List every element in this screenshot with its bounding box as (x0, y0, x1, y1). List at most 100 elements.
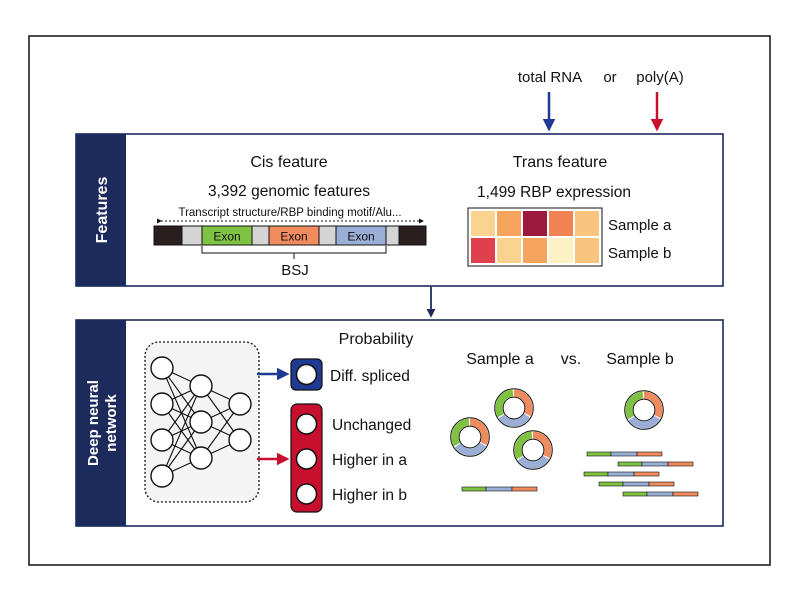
circ-rna-segment (625, 391, 644, 420)
nn-node (228, 392, 252, 416)
features-panel: Features Cis feature 3,392 genomic featu… (75, 133, 724, 287)
heatmap-cell (497, 238, 521, 263)
read-segment (610, 451, 638, 457)
nn-node (189, 446, 213, 470)
circ-rna-segment (454, 442, 487, 456)
heatmap-cell (471, 238, 495, 263)
dnn-side-label-line1: Deep neural (85, 380, 102, 466)
circ-rna-segment (643, 391, 663, 419)
read-segment (672, 491, 699, 497)
circ-rna-outline (513, 430, 553, 470)
nn-node (150, 464, 174, 488)
exon-1 (201, 225, 253, 246)
neural-network (150, 356, 252, 488)
output-label-higher-b: Higher in b (332, 487, 407, 504)
heatmap-cell (575, 238, 599, 263)
heatmap-cell (549, 238, 573, 263)
trans-feature-count: 1,499 RBP expression (477, 184, 631, 201)
read-segment (598, 481, 624, 487)
read-segment (648, 481, 675, 487)
polya-label: poly(A) (636, 69, 684, 86)
circ-rna-inner (632, 398, 656, 422)
dnn-side-label-line2: network (103, 394, 120, 452)
circ-rna-outline (494, 388, 534, 428)
circ-rna-outline (450, 417, 490, 457)
circular-rna-glyphs (450, 388, 664, 470)
heatmap-cell (523, 238, 547, 263)
output-node-unchanged (295, 413, 318, 435)
bsj-label: BSJ (281, 262, 309, 279)
output-node-higher-b (295, 483, 318, 505)
heatmap-cell (471, 211, 495, 236)
or-label: or (603, 69, 616, 86)
probability-label: Probability (339, 331, 414, 348)
cis-feature-title: Cis feature (250, 154, 327, 171)
circ-rna-segment (451, 418, 470, 447)
exon-3 (335, 225, 387, 246)
circ-rna-segment (469, 418, 489, 446)
exon-2 (268, 225, 320, 246)
read-segment (485, 486, 513, 492)
features-side-bar (76, 134, 126, 286)
nn-edge (161, 385, 202, 477)
read-segment (633, 471, 660, 477)
read-segment (646, 491, 674, 497)
heatmap-cell (549, 211, 573, 236)
transcript-end-right (398, 225, 427, 246)
circ-rna-inner (521, 438, 545, 462)
output-label-higher-a: Higher in a (332, 452, 407, 469)
dnn-panel: Deep neural network Probability Diff. sp… (75, 319, 724, 527)
exon-3-label: Exon (347, 230, 374, 244)
exon-1-label: Exon (213, 230, 240, 244)
read-segment (622, 481, 650, 487)
sample-a-label: Sample a (466, 351, 534, 368)
trans-feature-title: Trans feature (513, 154, 608, 171)
circ-rna-inner (458, 425, 482, 449)
heatmap-cell (575, 211, 599, 236)
circ-rna-segment (513, 389, 533, 417)
bsj-bracket (201, 246, 387, 259)
nn-node (150, 392, 174, 416)
read-segment (636, 451, 663, 457)
read-segment (461, 486, 487, 492)
nn-node (189, 374, 213, 398)
heatmap-cell (497, 211, 521, 236)
heatmap-row-label-b: Sample b (608, 245, 671, 262)
read-segment (583, 471, 609, 477)
cis-scope-label: Transcript structure/RBP binding motif/A… (178, 207, 401, 219)
rbp-heatmap (467, 207, 603, 267)
diff-spliced-label: Diff. spliced (330, 368, 410, 385)
features-panel-frame (75, 133, 724, 287)
vs-label: vs. (561, 351, 581, 368)
nn-node (150, 428, 174, 452)
sample-b-label: Sample b (606, 351, 674, 368)
output-node-higher-a (295, 448, 318, 470)
circ-rna-segment (532, 431, 552, 459)
diff-spliced-node (295, 363, 318, 386)
read-segment (586, 451, 612, 457)
linear-read-glyphs (461, 451, 699, 497)
circ-rna-segment (495, 389, 514, 418)
read-segment (617, 461, 643, 467)
read-segment (622, 491, 648, 497)
circ-rna-segment (514, 431, 533, 460)
circ-rna-segment (517, 455, 550, 469)
dnn-side-bar (76, 320, 126, 526)
circ-rna-inner (502, 396, 526, 420)
output-label-unchanged: Unchanged (332, 417, 411, 434)
heatmap-cell (523, 211, 547, 236)
transcript-bar: Exon Exon Exon (153, 225, 427, 246)
nn-node (189, 410, 213, 434)
read-segment (641, 461, 669, 467)
transcript-end-left (153, 225, 183, 246)
nn-node (150, 356, 174, 380)
nn-node (228, 428, 252, 452)
cis-feature-count: 3,392 genomic features (208, 183, 370, 200)
circ-rna-segment (498, 413, 531, 427)
circ-rna-segment (628, 415, 661, 429)
heatmap-row-label-a: Sample a (608, 217, 672, 234)
total-rna-label: total RNA (518, 69, 582, 86)
read-segment (667, 461, 694, 467)
features-side-label: Features (94, 177, 111, 244)
